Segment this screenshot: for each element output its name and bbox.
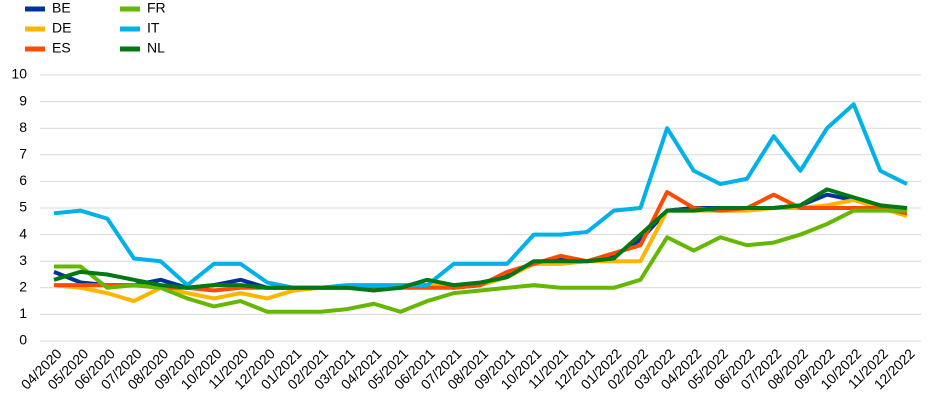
line-series bbox=[53, 187, 908, 293]
legend-label: DE bbox=[52, 20, 71, 36]
y-tick-label: 10 bbox=[11, 66, 27, 82]
line-series bbox=[54, 208, 907, 314]
y-tick-label: 5 bbox=[19, 199, 27, 215]
y-tick-label: 3 bbox=[19, 252, 27, 268]
legend-label: FR bbox=[147, 0, 166, 16]
legend-label: NL bbox=[147, 40, 165, 56]
legend-label: IT bbox=[147, 20, 160, 36]
legend-label: ES bbox=[52, 40, 71, 56]
line-series bbox=[53, 102, 908, 290]
y-tick-label: 8 bbox=[19, 119, 27, 135]
y-tick-label: 7 bbox=[19, 146, 27, 162]
y-tick-label: 1 bbox=[19, 305, 27, 321]
y-tick-label: 4 bbox=[19, 225, 27, 241]
y-tick-label: 0 bbox=[19, 332, 27, 348]
y-tick-label: 9 bbox=[19, 92, 27, 108]
y-tick-label: 6 bbox=[19, 172, 27, 188]
y-tick-label: 2 bbox=[19, 279, 27, 295]
legend-label: BE bbox=[52, 0, 71, 16]
